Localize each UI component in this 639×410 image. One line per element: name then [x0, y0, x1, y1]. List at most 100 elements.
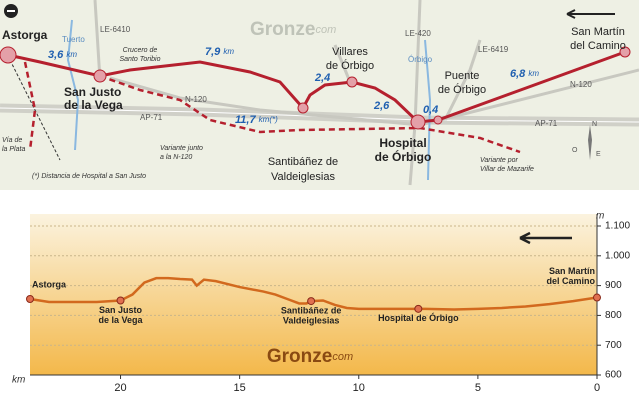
- logo-name: Gronze: [267, 346, 332, 367]
- road: [93, 0, 102, 81]
- compass-label: N: [592, 121, 597, 128]
- river-label: Tuerto: [62, 35, 85, 44]
- distance-unit: km(*): [259, 115, 278, 124]
- town-label: Hospital de Órbigo: [378, 312, 459, 323]
- elevation-line: [29, 276, 598, 311]
- note: a la N-120: [160, 154, 192, 161]
- place-label: Santo Toribio: [120, 56, 161, 63]
- town-label: del Camino: [570, 40, 626, 52]
- town-marker: [116, 296, 125, 305]
- compass-label: E: [596, 151, 601, 158]
- direction-arrow: [519, 231, 572, 245]
- road: [443, 39, 482, 121]
- distance-unit: km: [223, 47, 234, 56]
- distance-unit: km: [528, 69, 539, 78]
- distance-value: 11,7: [235, 114, 256, 126]
- distance-value: 3,6: [48, 49, 64, 61]
- note: la Plata: [2, 146, 25, 153]
- distance: 2,6: [373, 100, 390, 112]
- town-label: de la Vega: [99, 315, 144, 325]
- compass-label: O: [572, 147, 578, 154]
- x-tick-label: 15: [234, 382, 246, 394]
- direction-arrow: [566, 9, 615, 19]
- y-axis-label: m: [596, 211, 604, 222]
- y-tick-label: 700: [605, 340, 622, 351]
- river: [424, 39, 432, 181]
- x-tick-label: 0: [594, 382, 600, 394]
- town-label: San Martín: [549, 266, 595, 276]
- town-label: San Justo: [99, 305, 143, 315]
- icon: [7, 10, 15, 12]
- y-tick-label: 1.000: [605, 250, 630, 261]
- road-label: N-120: [185, 95, 207, 104]
- x-axis-label: km: [12, 375, 25, 386]
- town-marker: [297, 102, 309, 114]
- x-tick-label: 10: [353, 382, 365, 394]
- town-label: San Justo: [64, 85, 121, 99]
- distance: 11,7 km(*): [235, 114, 278, 126]
- town-label: de Órbigo: [326, 59, 374, 72]
- town-label: de Órbigo: [375, 149, 432, 164]
- railway: [9, 59, 61, 161]
- via-plata-route: [23, 61, 37, 151]
- town-label: Valdeiglesias: [271, 171, 336, 183]
- town-label: Astorga: [2, 28, 48, 42]
- place-label: Crucero de: [123, 47, 158, 54]
- town-label: Astorga: [32, 279, 67, 289]
- footnote: (*) Distancia de Hospital a San Justo: [32, 173, 146, 180]
- river-label: Órbigo: [408, 55, 433, 64]
- distance: 7,9 km: [205, 46, 234, 58]
- road: [109, 68, 639, 127]
- distance: 6,8 km: [510, 68, 539, 80]
- y-tick-label: 600: [605, 370, 622, 381]
- note: Variante junto: [160, 145, 203, 152]
- town-label: Hospital: [379, 136, 426, 150]
- road: [333, 44, 352, 83]
- y-tick-label: 900: [605, 280, 622, 291]
- town-marker: [593, 293, 601, 302]
- map-background: [0, 0, 639, 190]
- town-marker: [93, 69, 107, 83]
- town-marker: [307, 297, 316, 306]
- town-marker: [0, 46, 17, 64]
- y-tick-label: 1.100: [605, 221, 630, 232]
- x-tick-label: 5: [475, 382, 481, 394]
- town-label: Valdeiglesias: [283, 315, 340, 325]
- note: Villar de Mazarife: [480, 166, 534, 173]
- road-label: AP-71: [140, 113, 163, 122]
- logo: Gronzecom: [267, 346, 353, 367]
- town-marker: [414, 304, 423, 313]
- town-label: Santibáñez de: [268, 156, 338, 168]
- logo-suffix: com: [332, 351, 353, 363]
- distance-unit: km: [66, 50, 77, 59]
- town-label: Santibáñez de: [281, 305, 342, 315]
- logo: Gronzecom: [250, 19, 336, 40]
- road-label: LE-6410: [100, 25, 131, 34]
- town-marker: [410, 114, 426, 130]
- note: Vía de: [2, 137, 22, 144]
- town-label: San Martín: [571, 26, 625, 38]
- route-map: Gronzecom Astorga San Justo de la Vega V…: [0, 0, 639, 190]
- road-label: AP-71: [535, 119, 558, 128]
- road-label: LE-420: [405, 29, 431, 38]
- town-label: de la Vega: [64, 98, 123, 112]
- town-marker: [433, 115, 443, 125]
- distance: 3,6 km: [48, 49, 77, 61]
- elevation-profile: Gronzecom km m 1.100 1.000 900 800 700 600 20 1…: [12, 211, 630, 394]
- logo-name: Gronze: [250, 19, 315, 40]
- town-marker: [26, 295, 34, 304]
- distance: 2,4: [314, 72, 330, 84]
- distance-value: 7,9: [205, 46, 221, 58]
- distance-value: 6,8: [510, 68, 526, 80]
- town-label: Villares: [332, 46, 368, 58]
- distance: 0,4: [423, 104, 438, 116]
- town-label: del Camino: [546, 276, 595, 286]
- compass: [588, 125, 592, 160]
- variant-route: [99, 74, 521, 154]
- plot-background: [30, 214, 597, 375]
- road-label: N-120: [570, 80, 592, 89]
- y-tick-label: 800: [605, 310, 622, 321]
- x-tick-label: 20: [114, 382, 126, 394]
- river: [66, 19, 80, 151]
- town-marker: [346, 76, 358, 88]
